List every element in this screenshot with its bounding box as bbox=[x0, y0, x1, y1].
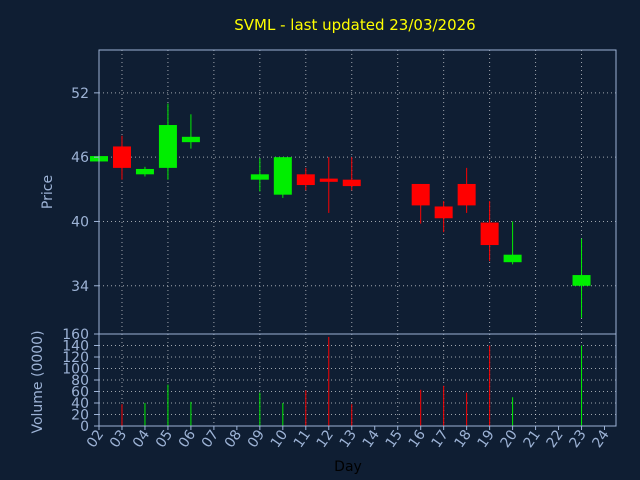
x-tick-label: 05 bbox=[153, 427, 176, 451]
candle-body bbox=[457, 183, 476, 206]
x-axis-label: Day bbox=[334, 459, 362, 475]
candle-10 bbox=[273, 157, 292, 198]
x-tick-label: 18 bbox=[452, 427, 475, 451]
x-tick-label: 17 bbox=[429, 427, 452, 451]
candle-18 bbox=[457, 167, 476, 213]
volume-tick-label: 20 bbox=[71, 408, 89, 424]
price-tick-label: 34 bbox=[71, 279, 89, 295]
x-tick-label: 16 bbox=[406, 427, 429, 451]
x-tick-label: 03 bbox=[107, 427, 130, 451]
candle-body bbox=[296, 174, 315, 186]
candle-06 bbox=[181, 114, 200, 149]
candle-body bbox=[434, 206, 453, 219]
x-tick-label: 15 bbox=[383, 427, 406, 451]
volume-axis-label: Volume (0000) bbox=[30, 330, 46, 433]
x-tick-label: 07 bbox=[199, 427, 222, 451]
volume-tick-label: 0 bbox=[80, 419, 89, 435]
price-panel: 34 40 46 52 Price bbox=[40, 49, 617, 335]
candle-23 bbox=[572, 238, 591, 318]
x-tick-label: 12 bbox=[314, 427, 337, 451]
candle-body bbox=[135, 168, 154, 175]
price-tick-label: 46 bbox=[71, 150, 89, 166]
candle-05 bbox=[158, 103, 177, 180]
x-tick-label: 22 bbox=[543, 427, 566, 451]
price-grid bbox=[99, 50, 616, 334]
candle-body bbox=[480, 222, 499, 246]
volume-tick-label: 80 bbox=[71, 373, 89, 389]
price-ticks: 34 40 46 52 bbox=[71, 86, 99, 295]
volume-tick-label: 100 bbox=[62, 362, 89, 378]
candle-12 bbox=[319, 157, 338, 213]
candle-16 bbox=[411, 183, 430, 224]
x-tick-label: 19 bbox=[475, 427, 498, 451]
candle-body bbox=[411, 183, 430, 206]
x-tick-label: 08 bbox=[222, 427, 245, 451]
price-axis-label: Price bbox=[40, 175, 56, 209]
candle-04 bbox=[135, 166, 154, 177]
volume-tick-label: 160 bbox=[62, 327, 89, 343]
x-tick-label: 10 bbox=[268, 427, 291, 451]
candle-body bbox=[250, 174, 269, 180]
price-frame bbox=[98, 49, 617, 335]
price-tick-label: 40 bbox=[71, 214, 89, 230]
candle-19 bbox=[480, 201, 499, 262]
candle-20 bbox=[503, 221, 522, 265]
x-tick-label: 09 bbox=[245, 427, 268, 451]
candle-body bbox=[572, 275, 591, 286]
candle-body bbox=[158, 125, 177, 168]
x-tick-label: 21 bbox=[521, 427, 544, 451]
candle-03 bbox=[112, 135, 131, 180]
candle-body bbox=[319, 178, 338, 182]
x-tick-label: 23 bbox=[566, 427, 589, 451]
candle-body bbox=[503, 254, 522, 263]
candle-body bbox=[181, 136, 200, 143]
price-tick-label: 52 bbox=[71, 86, 89, 102]
x-tick-label: 20 bbox=[498, 427, 521, 451]
candle-body bbox=[273, 157, 292, 195]
volume-bars bbox=[121, 336, 583, 426]
volume-tick-label: 60 bbox=[71, 385, 89, 401]
price-candles bbox=[90, 103, 591, 318]
candle-body bbox=[112, 146, 131, 168]
candle-09 bbox=[250, 158, 269, 192]
candle-13 bbox=[342, 157, 361, 191]
x-tick-label: 06 bbox=[176, 427, 199, 451]
volume-grid bbox=[99, 333, 616, 427]
x-tick-label: 14 bbox=[360, 427, 383, 451]
candle-17 bbox=[434, 201, 453, 233]
volume-frame bbox=[98, 333, 617, 427]
volume-tick-label: 120 bbox=[62, 350, 89, 366]
x-tick-label: 04 bbox=[130, 427, 153, 451]
volume-tick-label: 140 bbox=[62, 339, 89, 355]
x-ticks: 02 03 04 05 06 07 08 09 10 11 12 13 14 15 16 17 18 19 20 21… bbox=[84, 426, 613, 451]
candle-body bbox=[342, 179, 361, 187]
x-tick-label: 11 bbox=[291, 427, 314, 451]
x-tick-label: 13 bbox=[337, 427, 360, 451]
candle-11 bbox=[296, 167, 315, 191]
chart-title: SVML - last updated 23/03/2026 bbox=[234, 16, 475, 34]
volume-tick-label: 40 bbox=[71, 396, 89, 412]
x-tick-label: 24 bbox=[589, 427, 612, 451]
